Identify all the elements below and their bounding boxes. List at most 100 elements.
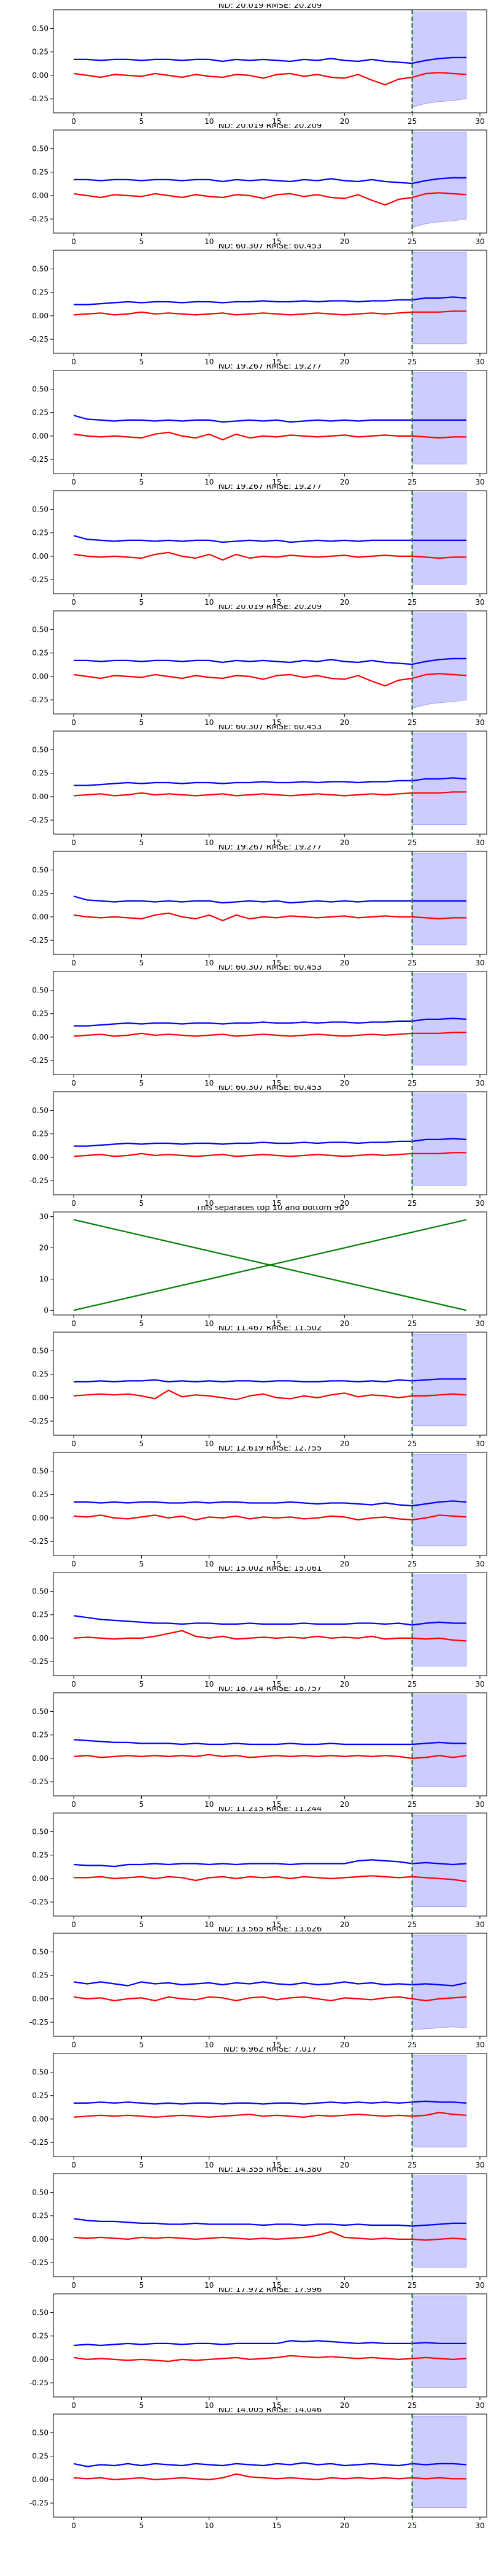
- axes-frame: [53, 2413, 487, 2518]
- x-tick-label: 0: [71, 2521, 76, 2528]
- subplot-title: This separates top 10 and bottom 90: [195, 1206, 344, 1213]
- x-tick-label: 30: [475, 1680, 484, 1687]
- y-tick-label: 0.50: [32, 1948, 48, 1957]
- series-line-2: [74, 1152, 466, 1157]
- x-tick-label: 10: [204, 1800, 214, 1807]
- y-tick-label: -0.25: [29, 1056, 48, 1065]
- x-tick-label: 25: [408, 1560, 417, 1566]
- x-tick-label: 15: [272, 2281, 281, 2288]
- y-tick-label: 0.25: [32, 1130, 48, 1138]
- x-tick-label: 5: [139, 1920, 144, 1927]
- x-tick-label: 10: [204, 358, 214, 364]
- y-tick-label: -0.25: [29, 696, 48, 704]
- series-line-2: [73, 72, 466, 86]
- x-tick-label: 10: [204, 1560, 214, 1566]
- y-tick-label: 0.25: [32, 1851, 48, 1860]
- axes-frame: [53, 2173, 487, 2277]
- x-tick-label: 10: [204, 959, 214, 965]
- y-tick-label: 0.00: [32, 1033, 48, 1041]
- x-tick-label: 25: [408, 2041, 417, 2047]
- x-tick-label: 25: [408, 1439, 417, 1446]
- y-tick-label: -0.25: [29, 215, 48, 223]
- x-tick-label: 10: [204, 2281, 214, 2288]
- x-tick-label: 15: [272, 1319, 281, 1326]
- series-line-1: [74, 177, 466, 185]
- x-tick-label: 15: [272, 1680, 281, 1687]
- y-tick-label: 0.50: [32, 986, 48, 995]
- subplot-9: ND: 60.307 RMSE: 60.453 0 5 10 15 20 25 30 -0.25…: [29, 965, 487, 1086]
- x-tick-label: 30: [475, 1800, 484, 1807]
- series-line-1: [73, 535, 466, 543]
- x-tick-label: 15: [272, 598, 281, 605]
- x-tick-label: 5: [139, 1439, 144, 1446]
- x-tick-label: 30: [475, 2161, 484, 2168]
- x-tick-label: 25: [408, 2161, 417, 2168]
- y-tick-label: 0.50: [32, 2429, 48, 2437]
- y-tick-label: -0.25: [29, 2138, 48, 2147]
- x-tick-label: 0: [71, 1439, 76, 1446]
- series-line-2: [74, 1032, 466, 1037]
- x-tick-label: 20: [340, 2041, 349, 2047]
- x-tick-label: 0: [71, 2401, 76, 2408]
- x-tick-label: 5: [139, 959, 144, 965]
- prediction-interval-band: [412, 1814, 467, 1907]
- y-tick-label: 0.25: [32, 1490, 48, 1499]
- x-tick-label: 25: [408, 1199, 417, 1206]
- y-tick-label: 0.25: [32, 2452, 48, 2461]
- y-tick-label: 0.50: [32, 866, 48, 875]
- x-tick-label: 30: [475, 2521, 484, 2528]
- x-tick-label: 5: [139, 2521, 144, 2528]
- x-tick-label: 20: [340, 1439, 349, 1446]
- y-tick-label: 0.00: [32, 432, 48, 440]
- axes-frame: [53, 2293, 487, 2398]
- subplot-2: ND: 20.019 RMSE: 20.209 0 5 10 15 20 25 30 -0.25…: [29, 124, 487, 244]
- x-tick-label: 10: [204, 2161, 214, 2168]
- y-tick-label: 0.50: [32, 2309, 48, 2317]
- y-tick-label: -0.25: [29, 2018, 48, 2026]
- series-line-2: [74, 1389, 466, 1401]
- x-tick-label: 5: [139, 2281, 144, 2288]
- y-tick-label: -0.25: [29, 335, 48, 343]
- x-tick-label: 15: [272, 2041, 281, 2047]
- x-tick-label: 30: [475, 1560, 484, 1566]
- subplot-14: ND: 15.002 RMSE: 15.061 0 5 10 15 20 25 30 -0.25…: [29, 1566, 487, 1687]
- y-tick-label: 0.50: [32, 1347, 48, 1355]
- x-tick-label: 20: [340, 1319, 349, 1326]
- x-tick-label: 0: [71, 1800, 76, 1807]
- series-line-1: [73, 1981, 467, 1987]
- prediction-interval-band: [412, 2055, 467, 2148]
- x-tick-label: 0: [71, 1199, 76, 1206]
- x-tick-label: 0: [71, 838, 76, 845]
- subplot-title: ND: 60.307 RMSE: 60.453: [218, 725, 322, 732]
- series-line-2: [73, 1219, 467, 1311]
- y-tick-label: 0.25: [32, 1010, 48, 1018]
- y-tick-label: 0.25: [32, 1370, 48, 1379]
- x-tick-label: 0: [71, 1560, 76, 1566]
- x-tick-label: 30: [475, 598, 484, 605]
- subplot-title: ND: 18.714 RMSE: 18.757: [218, 1687, 322, 1693]
- y-tick-label: -0.25: [29, 2499, 48, 2507]
- axes-frame: [53, 370, 487, 474]
- y-tick-label: -0.25: [29, 2258, 48, 2267]
- prediction-interval-band: [412, 1694, 467, 1787]
- y-tick-label: 0.00: [32, 913, 48, 921]
- x-tick-label: 20: [340, 718, 349, 725]
- y-tick-label: -0.25: [29, 1176, 48, 1185]
- x-tick-label: 25: [408, 478, 417, 485]
- y-tick-label: 0.25: [32, 2212, 48, 2220]
- x-tick-label: 10: [204, 2041, 214, 2047]
- y-tick-label: 0.50: [32, 505, 48, 514]
- x-tick-label: 30: [475, 237, 484, 244]
- x-tick-label: 15: [272, 1199, 281, 1206]
- x-tick-label: 20: [340, 1079, 349, 1086]
- series-line-1: [74, 1859, 466, 1868]
- x-tick-label: 0: [71, 2161, 76, 2168]
- series-line-1: [74, 1378, 466, 1383]
- prediction-interval-band: [412, 2415, 467, 2509]
- y-tick-label: -0.25: [29, 575, 48, 584]
- series-line-1: [73, 2462, 466, 2467]
- x-tick-label: 15: [272, 838, 281, 845]
- series-line-2: [74, 791, 466, 797]
- x-tick-label: 30: [475, 1199, 484, 1206]
- subplot-8: ND: 19.267 RMSE: 19.277 0 5 10 15 20 25 30 -0.25…: [29, 845, 487, 965]
